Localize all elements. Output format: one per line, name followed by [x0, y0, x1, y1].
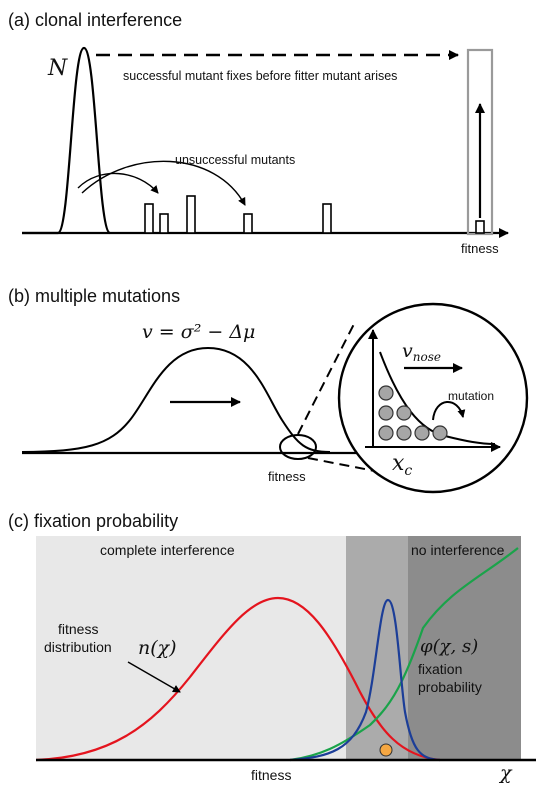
individual-dot	[414, 425, 430, 441]
nose-velocity-subscript: nose	[413, 350, 441, 364]
distribution-pointer-arrow	[127, 661, 181, 693]
individual-dot	[396, 425, 412, 441]
individual-dot	[396, 405, 412, 421]
fixation-label-line1: fixation	[418, 661, 462, 677]
panel-b-x-label: fitness	[268, 469, 306, 484]
distribution-label-line2: distribution	[44, 639, 112, 655]
mutant-bar	[322, 203, 332, 234]
traveling-wave	[21, 346, 331, 453]
nose-highlight	[279, 434, 317, 460]
mutant-bar	[186, 195, 196, 234]
mutation-label: mutation	[448, 389, 494, 403]
velocity-equation: v = σ² − Δμ	[142, 321, 255, 343]
inset-dots	[378, 385, 448, 441]
population-spike	[22, 46, 112, 235]
distribution-symbol: n(χ)	[138, 637, 177, 659]
panel-b-title: (b) multiple mutations	[8, 286, 180, 306]
zoom-dashed-line-lower	[307, 457, 381, 473]
panel-a: (a) clonal interference N successful mut…	[8, 10, 509, 256]
individual-dot	[378, 425, 394, 441]
panel-a-x-label: fitness	[461, 241, 499, 256]
mutant-arrow-long	[81, 160, 246, 206]
no-interference-label: no interference	[411, 542, 505, 558]
nose-inset: vnose mutation xc	[337, 302, 529, 494]
mutant-bar	[159, 213, 169, 234]
individual-dot	[378, 385, 394, 401]
panel-b: (b) multiple mutations v = σ² − Δμ fitne…	[8, 286, 529, 494]
individual-dot	[432, 425, 448, 441]
fixation-arrow-text: successful mutant fixes before fitter mu…	[123, 69, 397, 83]
fitness-distribution-curve	[35, 596, 441, 762]
mutation-arrow	[432, 401, 466, 421]
panel-c-x-label: fitness	[251, 767, 291, 783]
fixation-symbol: φ(χ, s)	[420, 636, 478, 657]
mutant-bar	[144, 203, 154, 234]
threshold-marker	[379, 743, 393, 757]
no-interference-region	[408, 536, 521, 760]
unsuccessful-mutants-label: unsuccessful mutants	[175, 153, 295, 167]
distribution-label-line1: fitness	[58, 621, 98, 637]
fixing-mutant-bracket	[466, 48, 494, 236]
fixation-label-line2: probability	[418, 679, 482, 695]
mutant-bar	[243, 213, 253, 234]
panel-a-y-symbol: N	[47, 56, 68, 81]
mutant-arrow-short	[77, 172, 159, 194]
threshold-subscript: c	[404, 463, 412, 479]
panel-c-axis-symbol: χ	[498, 762, 513, 784]
complete-interference-region	[36, 536, 346, 760]
panel-c: (c) fixation probability complete interf…	[8, 511, 536, 784]
individual-dot	[378, 405, 394, 421]
complete-interference-label: complete interference	[100, 542, 235, 558]
zoom-dashed-line-upper	[297, 321, 356, 435]
fixing-mutant-bar	[475, 220, 485, 234]
narrow-peak-curve	[289, 598, 441, 762]
panel-a-title: (a) clonal interference	[8, 10, 182, 30]
panel-c-title: (c) fixation probability	[8, 511, 178, 531]
